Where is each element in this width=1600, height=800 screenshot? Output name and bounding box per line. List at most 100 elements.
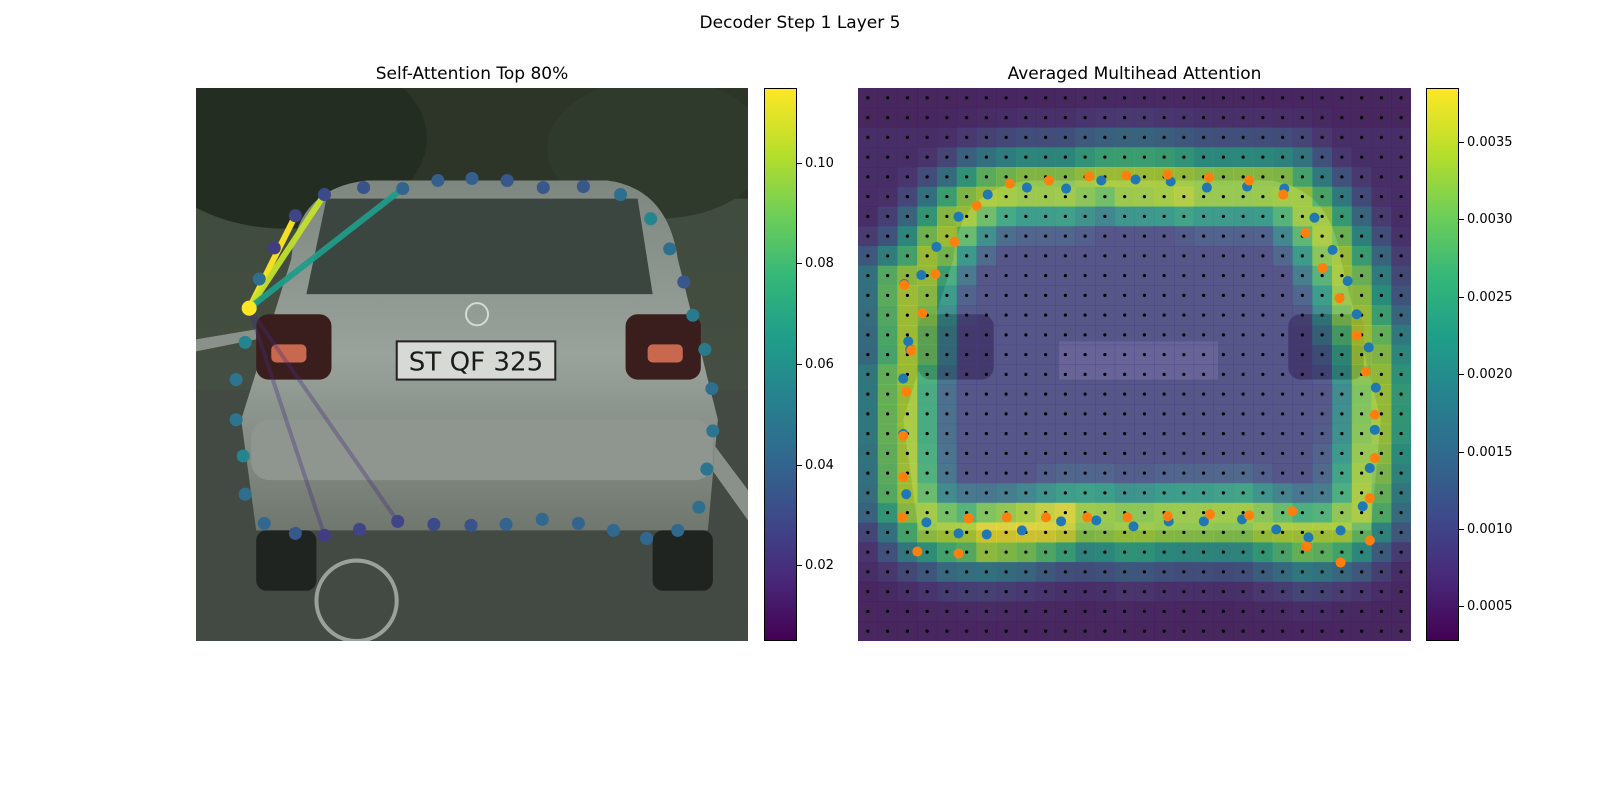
ground-truth-point [901, 489, 912, 500]
grid-dot [945, 590, 949, 594]
grid-dot [1063, 333, 1067, 337]
grid-dot [1221, 451, 1225, 455]
grid-dot [1044, 471, 1048, 475]
grid-dot [1379, 471, 1383, 475]
grid-dot [1044, 353, 1048, 357]
grid-dot [1142, 155, 1146, 159]
grid-dot [866, 313, 870, 317]
grid-dot [1340, 333, 1344, 337]
grid-dot [1241, 451, 1245, 455]
grid-dot [1360, 155, 1364, 159]
grid-dot [1202, 432, 1206, 436]
grid-dot [984, 372, 988, 376]
grid-dot [1004, 353, 1008, 357]
grid-dot [1221, 313, 1225, 317]
grid-dot [1281, 254, 1285, 258]
grid-dot [1103, 195, 1107, 199]
grid-dot [1063, 274, 1067, 278]
ground-truth-point [1357, 501, 1368, 512]
grid-dot [1123, 629, 1127, 633]
grid-dot [1399, 570, 1403, 574]
grid-dot [1044, 530, 1048, 534]
grid-dot [1241, 570, 1245, 574]
ground-truth-point [1198, 516, 1209, 527]
colorbar-tick-label: 0.10 [797, 155, 834, 171]
grid-dot [1202, 135, 1206, 139]
prediction-point [1364, 535, 1375, 546]
colorbar-tick-label: 0.0015 [1459, 444, 1513, 460]
grid-dot [1202, 491, 1206, 495]
grid-dot [866, 195, 870, 199]
grid-dot [886, 195, 890, 199]
grid-dot [1162, 412, 1166, 416]
grid-dot [1103, 392, 1107, 396]
grid-dot [1123, 234, 1127, 238]
prediction-point [1040, 512, 1052, 523]
grid-dot [1182, 353, 1186, 357]
grid-dot [1024, 392, 1028, 396]
grid-dot [1300, 530, 1304, 534]
grid-dot [1182, 609, 1186, 613]
prediction-point [1287, 506, 1298, 517]
grid-dot [1221, 333, 1225, 337]
grid-dot [905, 175, 909, 179]
keypoint-marker [257, 516, 271, 530]
grid-dot [1044, 590, 1048, 594]
grid-dot [1004, 629, 1008, 633]
grid-dot [1142, 254, 1146, 258]
grid-dot [1162, 234, 1166, 238]
prediction-point [1162, 511, 1173, 522]
grid-dot [866, 451, 870, 455]
keypoint-marker [288, 526, 302, 540]
grid-dot [925, 511, 929, 515]
grid-dot [1063, 195, 1067, 199]
colorbar-tick-label: 0.0025 [1459, 289, 1513, 305]
grid-dot [1083, 570, 1087, 574]
grid-dot [1340, 590, 1344, 594]
grid-dot [1103, 96, 1107, 100]
grid-dot [1103, 116, 1107, 120]
grid-dot [1379, 550, 1383, 554]
grid-dot [984, 274, 988, 278]
grid-dot [1024, 550, 1028, 554]
prediction-point [1300, 227, 1311, 238]
grid-dot [905, 234, 909, 238]
grid-dot [886, 550, 890, 554]
grid-dot [1083, 96, 1087, 100]
grid-dot [1004, 590, 1008, 594]
grid-dot [1261, 234, 1265, 238]
grid-dot [1202, 155, 1206, 159]
grid-dot [1221, 491, 1225, 495]
grid-dot [965, 234, 969, 238]
grid-dot [1261, 214, 1265, 218]
grid-dot [1340, 116, 1344, 120]
grid-dot [1281, 511, 1285, 515]
grid-dot [1300, 550, 1304, 554]
keypoint-marker [465, 171, 479, 186]
grid-dot [1083, 451, 1087, 455]
prediction-point [898, 430, 909, 441]
grid-dot [984, 392, 988, 396]
grid-dot [1044, 293, 1048, 297]
grid-dot [1320, 274, 1324, 278]
grid-dot [1103, 570, 1107, 574]
grid-dot [1202, 195, 1206, 199]
grid-dot [1379, 392, 1383, 396]
grid-dot [1399, 353, 1403, 357]
grid-dot [1241, 491, 1245, 495]
grid-dot [1340, 609, 1344, 613]
colorbar-tick-label: 0.02 [797, 558, 834, 574]
grid-dot [945, 392, 949, 396]
grid-dot [1360, 214, 1364, 218]
grid-dot [1063, 392, 1067, 396]
grid-dot [1123, 96, 1127, 100]
grid-dot [1241, 333, 1245, 337]
grid-dot [1360, 116, 1364, 120]
grid-dot [1063, 412, 1067, 416]
attention-line [247, 306, 400, 524]
grid-dot [965, 530, 969, 534]
grid-dot [1142, 116, 1146, 120]
grid-dot [1044, 116, 1048, 120]
grid-dot [984, 96, 988, 100]
grid-dot [1044, 491, 1048, 495]
